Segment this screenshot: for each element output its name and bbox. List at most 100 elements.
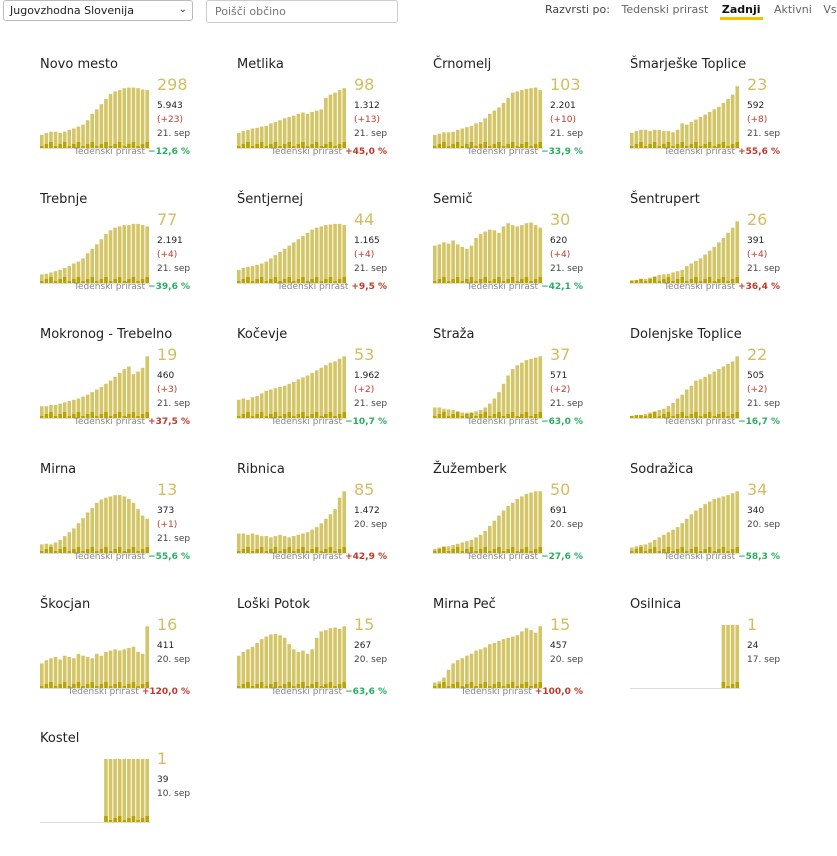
sparkline-chart xyxy=(40,356,150,419)
sparkline-daily-bar xyxy=(127,279,131,284)
sparkline-daily-bar xyxy=(90,412,94,419)
sparkline-bar xyxy=(538,90,542,149)
sparkline-bar xyxy=(533,87,538,149)
municipality-card[interactable]: Dolenjske Toplice 22 505 (+2) 21. sep Tedensk… xyxy=(630,327,810,452)
sparkline-daily-bar xyxy=(319,686,324,689)
sparkline-daily-bar xyxy=(657,551,662,554)
sparkline-daily-bar xyxy=(726,146,730,149)
total-cases-value: 391 xyxy=(747,236,765,246)
sparkline-daily-bar xyxy=(533,414,538,419)
sort-option-weekly-growth[interactable]: Tedenski prirast xyxy=(621,3,709,16)
municipality-card[interactable]: Žužemberk 50 691 20. sep Tedenski prirast −27… xyxy=(433,462,613,587)
sparkline-daily-bar xyxy=(250,281,255,284)
daily-delta-value: (+3) xyxy=(157,385,178,395)
sparkline-bar xyxy=(506,637,510,689)
sparkline-bar xyxy=(488,525,492,554)
sparkline-bar xyxy=(136,509,140,554)
sparkline-bar xyxy=(717,242,721,284)
municipality-card[interactable]: Kostel 1 39 10. sep xyxy=(40,731,220,856)
sparkline-bar xyxy=(675,271,680,284)
sparkline-bar xyxy=(333,92,337,149)
sparkline-daily-bar xyxy=(296,144,301,149)
sparkline-daily-bar xyxy=(76,682,81,689)
sparkline-daily-bar xyxy=(49,682,53,689)
sparkline-bar xyxy=(145,626,149,689)
sparkline-daily-bar xyxy=(515,281,520,284)
sparkline-chart xyxy=(237,356,347,419)
municipality-card[interactable]: Šentjernej 44 1.165 (+4) 21. sep Tedenski pri… xyxy=(237,192,417,317)
sparkline-daily-bar xyxy=(324,549,328,554)
sparkline-daily-bar xyxy=(310,414,314,419)
sparkline-daily-bar xyxy=(145,682,149,689)
sparkline-bar xyxy=(58,133,62,149)
sparkline-bar xyxy=(72,658,76,689)
sort-option-active[interactable]: Aktivni xyxy=(774,3,812,16)
sparkline-daily-bar xyxy=(342,547,346,554)
sparkline-daily-bar xyxy=(53,146,58,149)
sparkline-daily-bar xyxy=(717,414,721,419)
sparkline-daily-bar xyxy=(680,142,684,149)
sparkline-daily-bar xyxy=(67,281,72,284)
sparkline-daily-bar xyxy=(735,682,739,689)
sparkline-daily-bar xyxy=(497,277,501,284)
municipality-card[interactable]: Trebnje 77 2.191 (+4) 21. sep Tedenski priras… xyxy=(40,192,220,317)
sparkline-daily-bar xyxy=(685,416,689,419)
municipality-card[interactable]: Črnomelj 103 2.201 (+10) 21. sep Tedenski pri… xyxy=(433,57,613,182)
weekly-growth-label: Tedenski prirast xyxy=(74,417,146,427)
sparkline-bar xyxy=(639,129,643,149)
sparkline-daily-bar xyxy=(136,686,140,689)
sparkline-bar xyxy=(685,266,689,284)
municipality-card[interactable]: Loški Potok 15 267 20. sep Tedenski prirast −… xyxy=(237,597,417,722)
region-select[interactable]: Jugovzhodna Slovenija ⌄ xyxy=(3,0,193,21)
sparkline-bar xyxy=(726,99,730,149)
sparkline-daily-bar xyxy=(483,277,487,284)
search-input[interactable] xyxy=(206,0,398,23)
municipality-card[interactable]: Straža 37 571 (+2) 21. sep Tedenski prirast −6… xyxy=(433,327,613,452)
municipality-card[interactable]: Mirna Peč 15 457 20. sep Tedenski prirast +10… xyxy=(433,597,613,722)
sparkline-daily-bar xyxy=(506,144,510,149)
sparkline-daily-bar xyxy=(99,414,104,419)
sparkline-daily-bar xyxy=(314,547,319,554)
sparkline-daily-bar xyxy=(442,277,446,284)
municipality-card[interactable]: Mirna 13 373 (+1) 21. sep Tedenski prirast −55… xyxy=(40,462,220,587)
sparkline-daily-bar xyxy=(721,412,726,419)
sparkline-daily-bar xyxy=(58,279,62,284)
sparkline-daily-bar xyxy=(451,279,455,284)
sparkline-bar xyxy=(524,88,529,149)
sort-option-latest[interactable]: Zadnji xyxy=(719,3,763,20)
sort-option-all[interactable]: Vsi xyxy=(823,3,837,16)
sparkline-daily-bar xyxy=(492,684,497,689)
sparkline-bar xyxy=(53,404,58,419)
sparkline-bar xyxy=(104,383,108,419)
municipality-card[interactable]: Novo mesto 298 5.943 (+23) 21. sep Tedenski p… xyxy=(40,57,220,182)
municipality-card[interactable]: Mokronog - Trebelno 19 460 (+3) 21. sep Teden… xyxy=(40,327,220,452)
municipality-card[interactable]: Osilnica 1 24 17. sep xyxy=(630,597,810,722)
sparkline-daily-bar xyxy=(533,144,538,149)
sparkline-daily-bar xyxy=(99,549,104,554)
weekly-growth-value: −42,1 % xyxy=(541,282,583,292)
sparkline-bar xyxy=(483,231,487,284)
sparkline-daily-bar xyxy=(104,277,108,284)
sparkline-bar xyxy=(324,97,328,149)
sparkline-daily-bar xyxy=(735,277,739,284)
sparkline-bar xyxy=(685,124,689,149)
sparkline-bar xyxy=(310,649,314,689)
sparkline-bar xyxy=(451,131,455,149)
municipality-card[interactable]: Metlika 98 1.312 (+13) 21. sep Tedenski prira… xyxy=(237,57,417,182)
sparkline-daily-bar xyxy=(301,277,305,284)
municipality-card[interactable]: Semič 30 620 (+4) 21. sep Tedenski prirast −42… xyxy=(433,192,613,317)
total-cases-value: 373 xyxy=(157,506,175,516)
municipality-card[interactable]: Sodražica 34 340 20. sep Tedenski prirast −58… xyxy=(630,462,810,587)
sparkline-bar xyxy=(483,118,487,149)
municipality-card[interactable]: Šmarješke Toplice 23 592 (+8) 21. sep Tedensk… xyxy=(630,57,810,182)
sparkline-bar xyxy=(721,496,726,554)
sparkline-bar xyxy=(694,119,698,149)
municipality-card[interactable]: Šentrupert 26 391 (+4) 21. sep Tedenski prira… xyxy=(630,192,810,317)
municipality-card[interactable]: Ribnica 85 1.472 20. sep Tedenski prirast +42… xyxy=(237,462,417,587)
sparkline-daily-bar xyxy=(328,277,333,284)
municipality-card[interactable]: Škocjan 16 411 20. sep Tedenski prirast +120,… xyxy=(40,597,220,722)
sparkline-bar xyxy=(717,369,721,419)
sparkline-daily-bar xyxy=(474,686,478,689)
municipality-card[interactable]: Kočevje 53 1.962 (+2) 21. sep Tedenski priras… xyxy=(237,327,417,452)
sparkline-daily-bar xyxy=(465,144,469,149)
